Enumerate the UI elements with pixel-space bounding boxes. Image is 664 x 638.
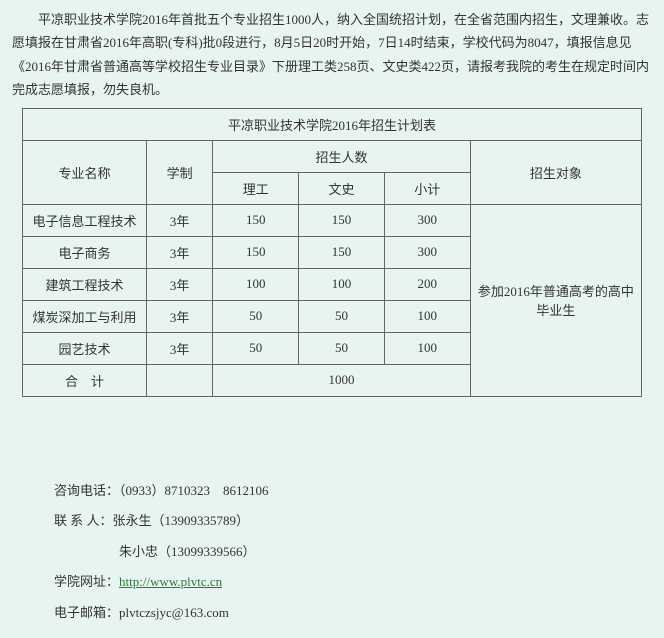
cell-science: 100 (213, 268, 299, 300)
cell-science: 150 (213, 204, 299, 236)
th-subtotal: 小计 (384, 172, 470, 204)
cell-science: 150 (213, 236, 299, 268)
person2: 朱小忠（13099339566） (119, 544, 256, 559)
cell-major: 电子信息工程技术 (23, 204, 147, 236)
cell-target: 参加2016年普通高考的高中毕业生 (470, 204, 641, 396)
cell-science: 50 (213, 300, 299, 332)
th-target: 招生对象 (470, 140, 641, 204)
enrollment-plan-table: 平凉职业技术学院2016年招生计划表 专业名称 学制 招生人数 招生对象 理工 … (22, 108, 642, 397)
cell-total-label: 合 计 (23, 364, 147, 396)
contact-email: 电子邮箱：plvtczsjyc@163.com (54, 599, 652, 628)
email-label: 电子邮箱： (54, 605, 119, 620)
phone-label: 咨询电话： (54, 483, 119, 498)
cell-system: 3年 (146, 204, 212, 236)
cell-arts: 100 (299, 268, 385, 300)
cell-major: 煤炭深加工与利用 (23, 300, 147, 332)
cell-subtotal: 300 (384, 204, 470, 236)
th-major: 专业名称 (23, 140, 147, 204)
cell-system: 3年 (146, 332, 212, 364)
cell-system: 3年 (146, 300, 212, 332)
cell-system: 3年 (146, 268, 212, 300)
th-science: 理工 (213, 172, 299, 204)
cell-arts: 50 (299, 332, 385, 364)
contact-section: 咨询电话：（0933）8710323 8612106 联 系 人：张永生（139… (12, 477, 652, 628)
cell-major: 建筑工程技术 (23, 268, 147, 300)
email-value: plvtczsjyc@163.com (119, 605, 229, 620)
cell-subtotal: 100 (384, 332, 470, 364)
cell-total-value: 1000 (213, 364, 470, 396)
table-caption: 平凉职业技术学院2016年招生计划表 (23, 108, 642, 140)
website-label: 学院网址： (54, 574, 119, 589)
website-link[interactable]: http://www.plvtc.cn (119, 574, 222, 589)
person-label: 联 系 人： (54, 513, 113, 528)
person1: 张永生（13909335789） (113, 513, 250, 528)
table-row: 电子信息工程技术 3年 150 150 300 参加2016年普通高考的高中毕业… (23, 204, 642, 236)
th-arts: 文史 (299, 172, 385, 204)
intro-paragraph: 平凉职业技术学院2016年首批五个专业招生1000人，纳入全国统招计划，在全省范… (12, 8, 652, 102)
th-system: 学制 (146, 140, 212, 204)
contact-phone: 咨询电话：（0933）8710323 8612106 (54, 477, 652, 506)
cell-arts: 150 (299, 236, 385, 268)
cell-science: 50 (213, 332, 299, 364)
contact-website: 学院网址：http://www.plvtc.cn (54, 568, 652, 597)
contact-person: 联 系 人：张永生（13909335789） (54, 507, 652, 536)
cell-subtotal: 100 (384, 300, 470, 332)
cell-system: 3年 (146, 236, 212, 268)
phone-value: （0933）8710323 8612106 (119, 483, 269, 498)
cell-major: 电子商务 (23, 236, 147, 268)
th-enroll-count: 招生人数 (213, 140, 470, 172)
cell-major: 园艺技术 (23, 332, 147, 364)
cell-subtotal: 300 (384, 236, 470, 268)
cell-empty (146, 364, 212, 396)
cell-arts: 150 (299, 204, 385, 236)
cell-arts: 50 (299, 300, 385, 332)
cell-subtotal: 200 (384, 268, 470, 300)
contact-person2-line: 朱小忠（13099339566） (54, 538, 652, 567)
